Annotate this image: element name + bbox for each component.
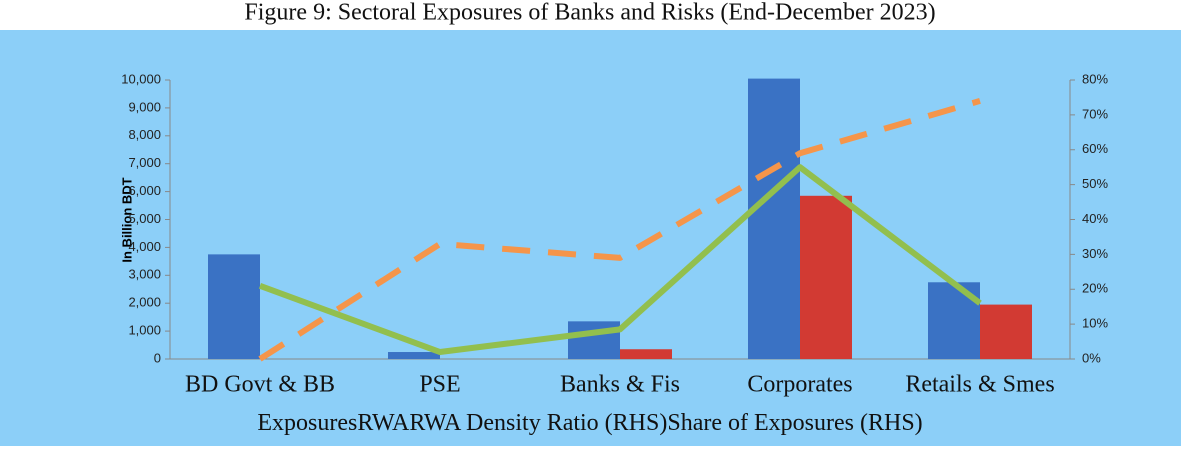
y-tick-label: 10,000 [121, 71, 161, 86]
y2-tick-label: 30% [1082, 246, 1108, 261]
y2-tick-label: 70% [1082, 106, 1108, 121]
y-tick-label: 0 [154, 350, 161, 365]
bar [208, 254, 260, 359]
y2-tick-label: 60% [1082, 141, 1108, 156]
y-tick-label: 1,000 [128, 323, 161, 338]
y-tick-label: 3,000 [128, 267, 161, 282]
y2-tick-label: 0% [1082, 350, 1101, 365]
x-tick-label: BD Govt & BB [185, 372, 335, 398]
x-tick-label: PSE [419, 372, 460, 398]
y-tick-label: 9,000 [128, 99, 161, 114]
y-axis-label: In Billion BDT [119, 177, 134, 262]
y-tick-label: 2,000 [128, 295, 161, 310]
bar [748, 78, 800, 359]
y2-tick-label: 20% [1082, 281, 1108, 296]
legend-entry: Share of Exposures (RHS) [667, 410, 922, 436]
chart-title: Figure 9: Sectoral Exposures of Banks an… [244, 0, 935, 26]
line-series [258, 98, 981, 362]
legend-entry: RWA Density Ratio (RHS) [409, 410, 667, 436]
y2-tick-label: 50% [1082, 176, 1108, 191]
y-tick-label: 7,000 [128, 155, 161, 170]
legend: ExposuresRWARWA Density Ratio (RHS)Share… [257, 410, 922, 436]
x-tick-label: Banks & Fis [560, 372, 680, 398]
bar [568, 321, 620, 359]
x-tick-label: Corporates [747, 372, 852, 398]
y2-tick-label: 10% [1082, 316, 1108, 331]
bar [980, 304, 1032, 359]
legend-entry: Exposures [257, 410, 357, 436]
bar [620, 349, 672, 359]
bar [388, 352, 440, 359]
bar [800, 195, 852, 359]
chart-background [0, 30, 1181, 446]
legend-entry: RWA [357, 410, 410, 436]
y-tick-label: 4,000 [128, 239, 161, 254]
y-tick-label: 6,000 [128, 183, 161, 198]
x-tick-label: Retails & Smes [905, 372, 1054, 398]
line-series [258, 164, 982, 356]
y-tick-label: 5,000 [128, 211, 161, 226]
y2-tick-label: 40% [1082, 211, 1108, 226]
y2-tick-label: 80% [1082, 71, 1108, 86]
y-tick-label: 8,000 [128, 127, 161, 142]
